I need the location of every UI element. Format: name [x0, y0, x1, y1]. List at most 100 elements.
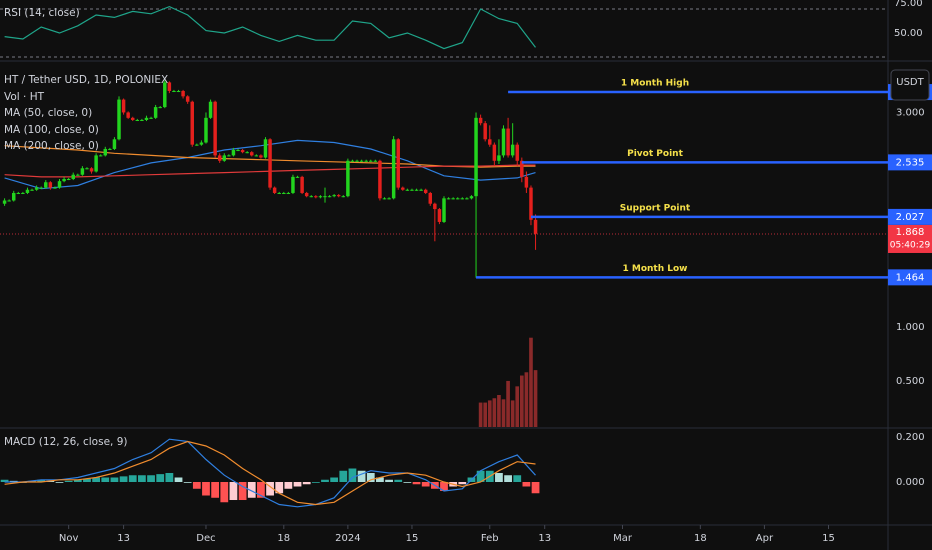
- candle-body: [460, 198, 465, 200]
- macd-histogram-bar: [321, 479, 329, 483]
- currency-button[interactable]: USDT: [890, 69, 930, 101]
- chart-title: HT / Tether USD, 1D, POLONIEX: [4, 74, 168, 86]
- volume-tick-label: 0.500: [896, 376, 925, 387]
- countdown-label: 05:40:29: [890, 240, 931, 250]
- candle-body: [149, 117, 153, 119]
- level-axis-box: [888, 208, 932, 225]
- candle-body: [437, 209, 442, 222]
- candle-body: [176, 90, 181, 92]
- macd-histogram-bar: [211, 482, 220, 498]
- macd-histogram-bar: [330, 477, 339, 483]
- macd-histogram-bar: [357, 470, 366, 483]
- candle-body: [34, 187, 39, 190]
- candle-body: [327, 196, 332, 198]
- volume-bar: [533, 370, 538, 427]
- volume-bar: [478, 402, 483, 427]
- x-tick-label: 2024: [335, 533, 360, 544]
- macd-histogram-bar: [0, 479, 9, 483]
- macd-histogram-bar: [83, 478, 91, 483]
- candle-body: [2, 200, 7, 204]
- macd-tick-label: 0.200: [896, 432, 925, 443]
- macd-histogram-bar: [238, 482, 247, 501]
- macd-histogram-bar: [138, 475, 146, 483]
- candle-body: [410, 189, 414, 191]
- candle-body: [227, 155, 231, 157]
- candle-body: [332, 195, 336, 197]
- candle-body: [401, 187, 405, 190]
- macd-histogram-bar: [156, 474, 165, 483]
- ma-legend: MA (50, close, 0): [4, 107, 92, 119]
- volume-tick-label: 1.000: [896, 322, 925, 333]
- candle-body: [446, 198, 451, 200]
- candle-body: [44, 182, 48, 188]
- candle-body: [190, 101, 194, 145]
- candle-body: [336, 195, 341, 197]
- x-tick-label: Dec: [196, 533, 215, 544]
- candle-body: [66, 179, 71, 181]
- candle-body: [510, 144, 515, 156]
- candle-body: [524, 176, 529, 188]
- candle-body: [295, 176, 300, 178]
- candle-body: [71, 174, 75, 180]
- ma-legend: MA (100, close, 0): [4, 124, 99, 136]
- macd-histogram-bar: [366, 472, 375, 483]
- macd-histogram-bar: [531, 482, 540, 494]
- candle-body: [314, 196, 318, 198]
- candle-body: [254, 155, 259, 157]
- candle-body: [346, 160, 350, 197]
- volume-bar: [506, 380, 510, 427]
- ma-legend: MA (200, close, 0): [4, 140, 99, 152]
- rsi-tick-label: 75.00: [894, 0, 923, 9]
- macd-tick-label: 0.000: [896, 477, 925, 488]
- macd-histogram-bar: [202, 482, 210, 496]
- candle-body: [231, 150, 236, 156]
- candle-body: [478, 117, 483, 124]
- volume-bar: [492, 398, 497, 427]
- candle-body: [94, 155, 98, 172]
- candle-body: [11, 192, 16, 201]
- volume-bar: [497, 394, 501, 427]
- candle-body: [382, 198, 387, 200]
- macd-histogram-bar: [440, 482, 448, 492]
- candle-body: [245, 152, 249, 154]
- macd-histogram-bar: [513, 475, 522, 483]
- candle-body: [515, 144, 519, 161]
- macd-histogram-bar: [174, 477, 183, 483]
- macd-histogram-bar: [476, 470, 485, 483]
- x-tick-label: 13: [538, 533, 551, 544]
- candle-body: [529, 187, 533, 220]
- candle-body: [7, 200, 11, 202]
- candle-body: [391, 139, 396, 199]
- x-tick-label: 18: [694, 533, 707, 544]
- volume-bar: [487, 400, 492, 427]
- x-tick-label: 15: [406, 533, 419, 544]
- currency-button-box[interactable]: [890, 69, 930, 101]
- macd-histogram-bar: [119, 476, 128, 483]
- candle-body: [236, 150, 240, 152]
- volume-bar: [483, 402, 488, 427]
- candle-body: [259, 155, 263, 158]
- volume-bar: [519, 375, 524, 427]
- candle-body: [387, 198, 391, 200]
- macd-histogram-bar: [458, 482, 467, 485]
- candle-body: [373, 160, 378, 162]
- candle-body: [323, 196, 327, 198]
- candle-body: [263, 139, 268, 158]
- macd-histogram-bar: [110, 477, 119, 483]
- currency-label[interactable]: USDT: [896, 77, 924, 88]
- candle-body: [364, 160, 368, 162]
- candle-body: [85, 168, 89, 170]
- level-axis-box: [888, 154, 932, 171]
- candle-body: [250, 152, 254, 156]
- macd-line: [4, 438, 536, 508]
- candle-body: [419, 189, 423, 191]
- macd-histogram-bar: [183, 482, 192, 483]
- macd-histogram-bar: [421, 482, 430, 487]
- last-price-label: 1.868: [896, 227, 925, 238]
- candle-body: [488, 139, 492, 145]
- candle-body: [117, 99, 121, 140]
- candle-body: [533, 219, 538, 234]
- candle-body: [272, 187, 277, 193]
- macd-histogram-bar: [522, 482, 531, 487]
